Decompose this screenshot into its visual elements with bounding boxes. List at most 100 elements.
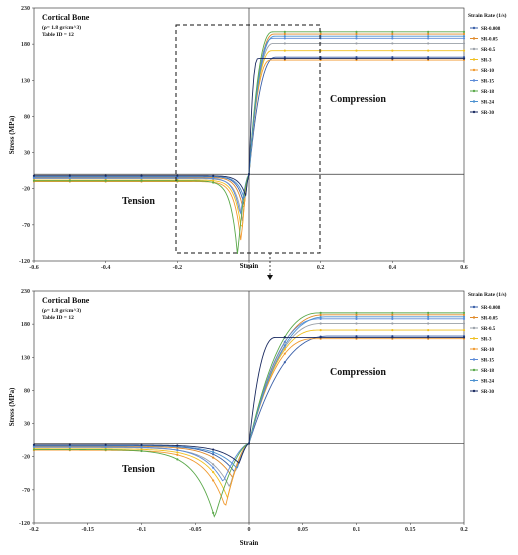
y-tick-label: 30 (24, 151, 30, 157)
series-point-SR-3 (212, 471, 215, 474)
series-point-SR-30 (355, 57, 358, 60)
y-axis-title: Stress (MPa) (8, 387, 16, 426)
series-point-SR-30 (283, 336, 286, 339)
series-point-SR-30 (283, 57, 286, 60)
series-point-SR-30 (462, 336, 466, 339)
series-point-SR-0.05 (391, 32, 394, 36)
legend-marker (472, 58, 476, 61)
series-point-SR-0.05 (427, 32, 430, 36)
series-point-SR-0.05 (355, 32, 358, 36)
legend-entry-SR-18: SR-18 (481, 90, 495, 95)
series-point-SR-18 (427, 30, 430, 33)
series-point-SR-0.05 (355, 313, 358, 316)
series-point-SR-30 (427, 57, 430, 60)
legend-entry-SR-0.5: SR-0.5 (481, 327, 496, 332)
series-point-SR-18 (283, 30, 286, 33)
series-point-SR-3 (355, 49, 358, 52)
series-point-SR-3 (319, 329, 322, 332)
series-point-SR-18 (319, 311, 322, 314)
series-point-SR-10 (212, 479, 215, 482)
x-axis-title: Strain (240, 539, 259, 547)
legend-marker (472, 379, 476, 382)
legend-marker (472, 79, 476, 82)
legend-entry-SR-3: SR-3 (481, 59, 492, 64)
series-point-SR-3 (462, 329, 466, 332)
series-point-SR-10 (176, 453, 179, 456)
series-point-SR-24 (391, 315, 394, 318)
x-tick-label: -0.15 (82, 527, 95, 533)
series-point-SR-30 (355, 336, 358, 339)
series-point-SR-15 (212, 177, 215, 180)
series-point-SR-0.5 (391, 42, 394, 45)
x-tick-label: -0.4 (101, 265, 111, 271)
x-tick-label: 0.15 (405, 527, 416, 533)
chart-title: Cortical Bone (42, 13, 90, 22)
series-point-SR-3 (283, 348, 286, 351)
series-point-SR-18 (104, 179, 107, 182)
legend-marker (472, 358, 476, 361)
series-point-SR-0.05 (212, 456, 215, 459)
y-tick-label: -120 (19, 259, 30, 265)
x-tick-label: 0.6 (460, 265, 468, 271)
legend-title: Strain Rate (1/s) (468, 12, 507, 19)
series-point-SR-3 (427, 49, 430, 52)
chart-subtitle-2: Table ID = 12 (42, 315, 74, 321)
legend-marker (472, 305, 476, 309)
series-lines (32, 311, 466, 518)
series-point-SR-0.5 (319, 322, 322, 325)
series-point-SR-15 (462, 317, 466, 320)
series-point-SR-15 (283, 37, 286, 40)
x-tick-label: 0.4 (389, 265, 397, 271)
series-point-SR-0.5 (212, 463, 215, 466)
series-point-SR-18 (140, 179, 143, 182)
series-point-SR-18 (462, 311, 466, 314)
series-point-SR-30 (104, 443, 107, 446)
series-point-SR-30 (176, 444, 179, 447)
series-point-SR-18 (462, 30, 466, 33)
y-tick-label: -70 (22, 488, 30, 494)
series-point-SR-0.008 (212, 453, 215, 456)
series-point-SR-0.05 (427, 313, 430, 316)
x-tick-label: 0.2 (460, 527, 468, 533)
x-tick-label: -0.2 (29, 527, 39, 533)
x-tick-label: 0 (248, 265, 251, 271)
legend-marker (472, 47, 476, 51)
series-point-SR-18 (212, 511, 215, 514)
series-point-SR-15 (212, 466, 215, 469)
series-point-SR-0.5 (283, 42, 286, 45)
series-point-SR-24 (462, 315, 466, 318)
x-tick-label: -0.2 (173, 265, 183, 271)
x-axis-title: Strain (240, 262, 259, 270)
series-point-SR-30 (32, 443, 36, 446)
series-point-SR-30 (247, 442, 251, 445)
legend-entry-SR-0.008: SR-0.008 (481, 306, 501, 311)
series-point-SR-15 (355, 317, 358, 320)
series-lines (32, 30, 466, 255)
legend-marker (472, 110, 476, 114)
series-point-SR-0.05 (283, 32, 286, 36)
series-point-SR-3 (176, 451, 179, 454)
series-point-SR-3 (212, 179, 215, 182)
series-point-SR-3 (462, 49, 466, 52)
legend-entry-SR-0.008: SR-0.008 (481, 27, 501, 32)
legend-entry-SR-30: SR-30 (481, 111, 495, 116)
series-point-SR-15 (427, 317, 430, 320)
series-point-SR-0.5 (391, 322, 394, 325)
legend-entry-SR-24: SR-24 (481, 101, 495, 106)
series-point-SR-30 (391, 336, 394, 339)
legend-marker (472, 389, 476, 393)
y-tick-label: 80 (24, 114, 30, 120)
tick-group: -0.2 -0.15 -0.1 -0.05 0 0.05 0.1 0.15 0.2 -120 -70… (19, 289, 468, 533)
series-point-SR-18 (391, 30, 394, 33)
x-tick-label: -0.05 (189, 527, 202, 533)
series-point-SR-30 (140, 174, 143, 177)
legend-marker (472, 89, 476, 93)
y-tick-label: 80 (24, 388, 30, 394)
annotation-tension: Tension (122, 196, 155, 207)
series-point-SR-18 (212, 181, 215, 184)
series-point-SR-30 (68, 174, 71, 177)
series-point-SR-30 (212, 448, 215, 451)
series-point-SR-15 (462, 37, 466, 40)
series-point-SR-0.008 (283, 361, 286, 364)
series-point-SR-0.5 (427, 322, 430, 325)
